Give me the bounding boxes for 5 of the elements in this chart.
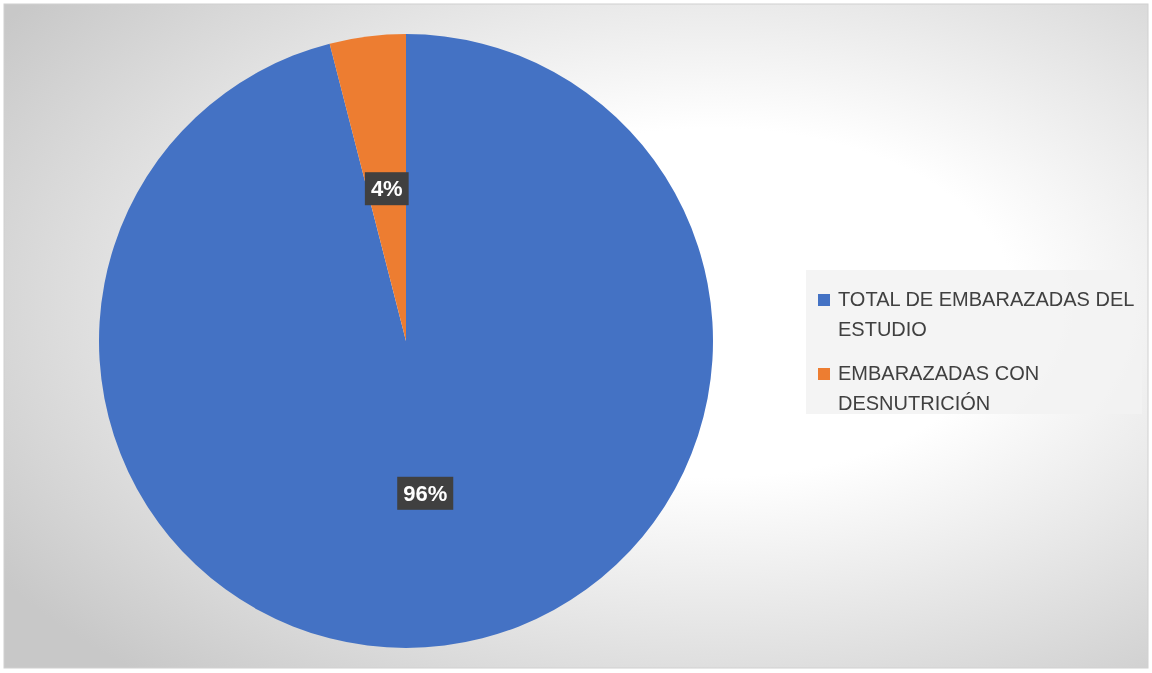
data-label: 4% bbox=[370, 176, 403, 202]
legend-label: EMBARAZADAS CON DESNUTRICIÓN bbox=[838, 362, 1040, 414]
legend-label: TOTAL DE EMBARAZADAS DEL ESTUDIO bbox=[838, 288, 1135, 340]
pie-slice bbox=[99, 34, 713, 648]
data-label: 96% bbox=[403, 480, 448, 506]
